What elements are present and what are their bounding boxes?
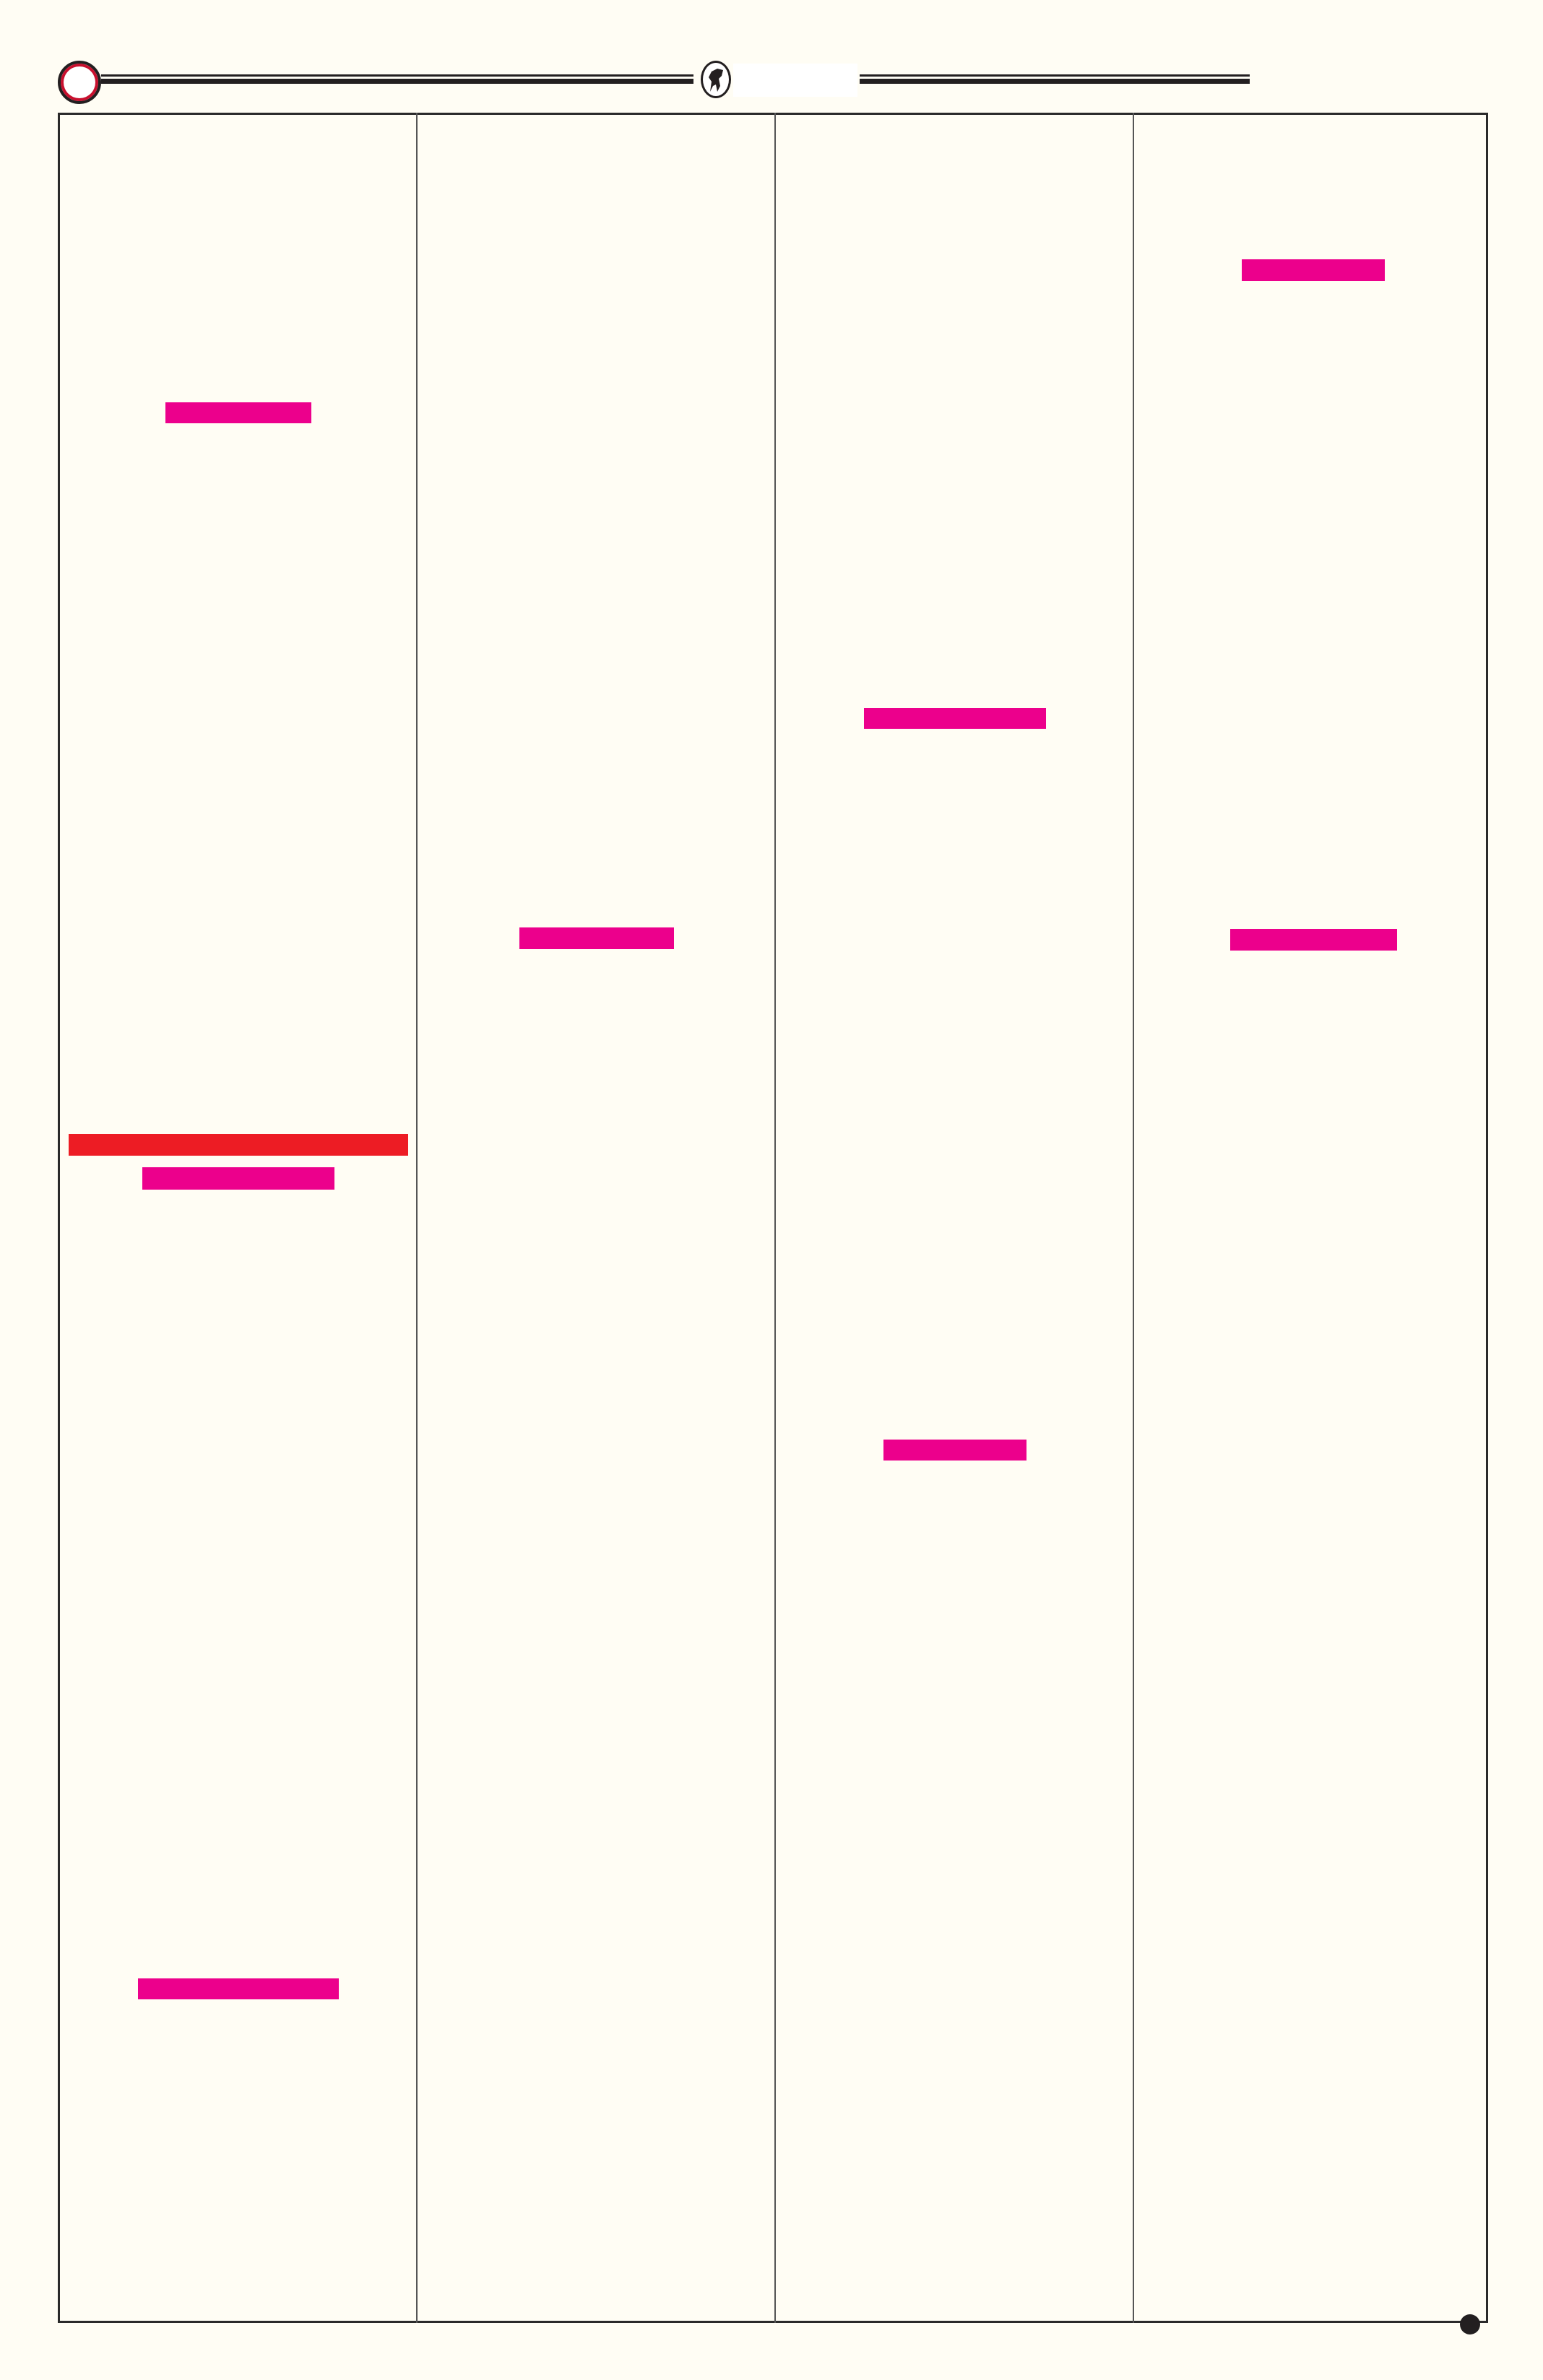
column-divider-2: [774, 113, 776, 2323]
rule-thick-right: [860, 79, 1250, 84]
redaction-bar: [864, 708, 1046, 729]
horse-emblem-icon: [701, 61, 731, 98]
header-label-box: [733, 64, 857, 97]
rule-thin-right: [860, 74, 1250, 77]
redaction-bar: [1242, 259, 1385, 281]
redaction-bar: [138, 1978, 339, 1999]
red-ring-icon: [58, 61, 101, 104]
redaction-bar: [69, 1134, 408, 1156]
redaction-bar: [519, 927, 674, 949]
header-rule: [58, 0, 1257, 108]
dot-icon: [1460, 2314, 1480, 2334]
content-frame: [58, 113, 1488, 2323]
rule-thick-left: [101, 79, 693, 84]
rule-thin-left: [101, 74, 693, 77]
redaction-bar: [1230, 929, 1397, 951]
column-divider-1: [416, 113, 418, 2323]
column-divider-3: [1133, 113, 1134, 2323]
redaction-bar: [142, 1167, 334, 1190]
redaction-bar: [883, 1440, 1026, 1461]
redaction-bar: [165, 402, 311, 423]
